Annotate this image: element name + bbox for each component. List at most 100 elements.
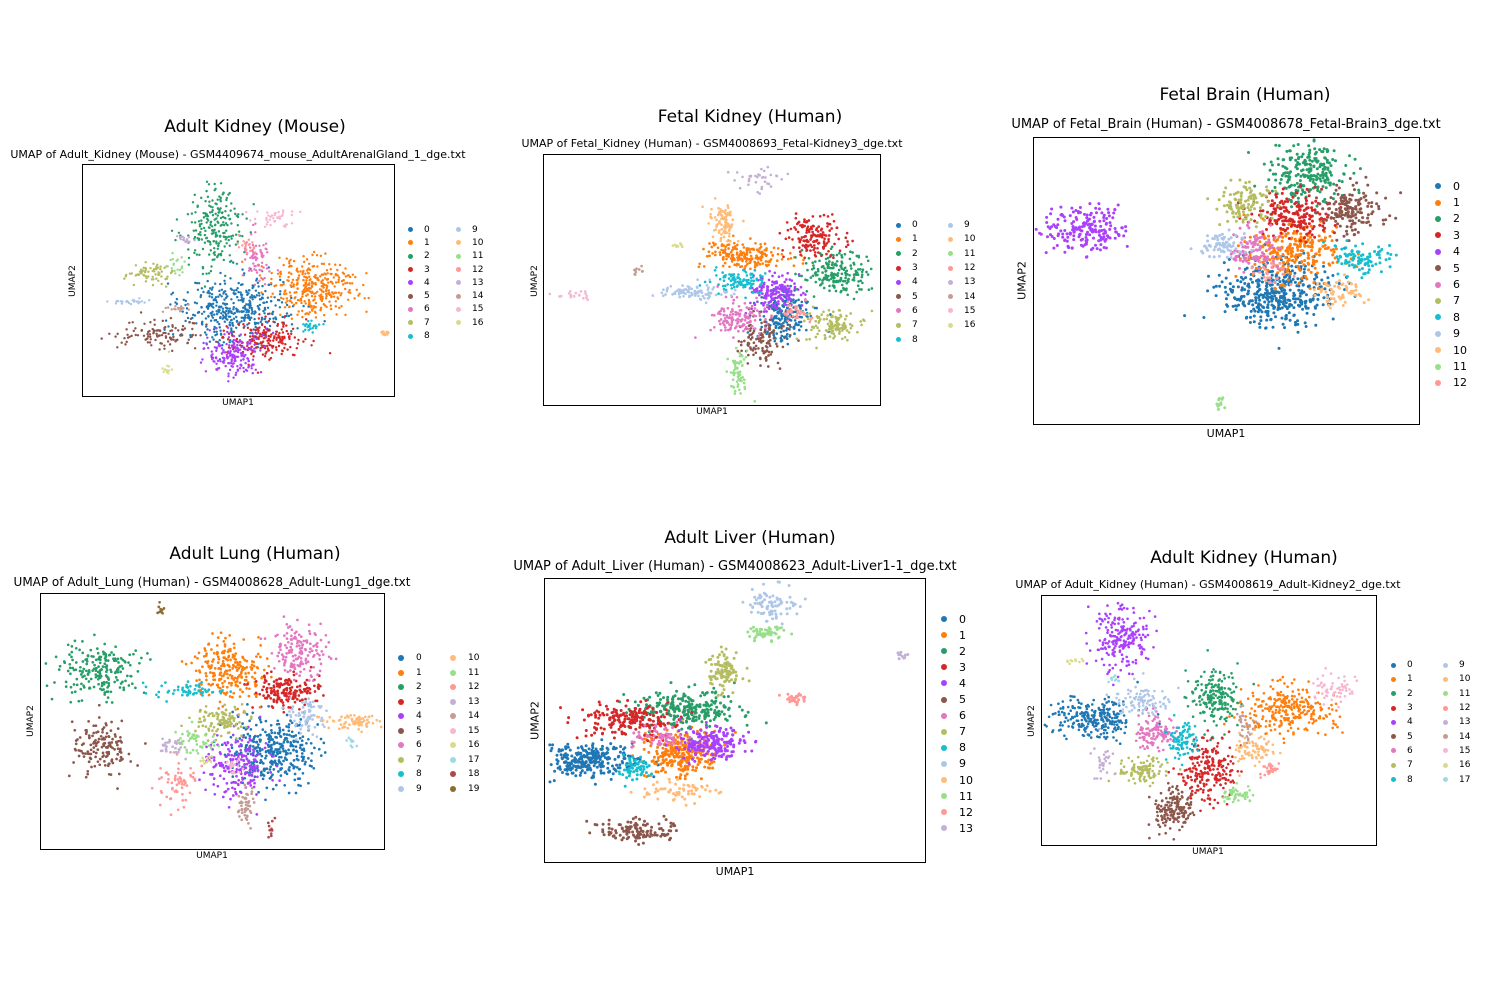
scatter-point xyxy=(766,365,770,368)
scatter-point xyxy=(735,171,739,174)
scatter-point xyxy=(1321,264,1326,268)
scatter-point xyxy=(224,238,228,241)
scatter-point xyxy=(768,318,772,322)
scatter-point xyxy=(324,288,328,292)
scatter-point xyxy=(1070,246,1074,250)
scatter-point xyxy=(1266,297,1270,301)
scatter-point xyxy=(840,272,844,276)
scatter-point xyxy=(174,304,177,308)
scatter-point xyxy=(840,267,844,270)
scatter-point xyxy=(737,256,741,260)
scatter-point xyxy=(662,288,665,292)
scatter-point xyxy=(285,329,289,333)
scatter-point xyxy=(830,263,834,267)
scatter-point xyxy=(710,207,713,211)
scatter-point xyxy=(269,335,272,339)
scatter-point xyxy=(305,287,309,291)
scatter-point xyxy=(320,280,323,283)
scatter-point xyxy=(789,256,793,260)
scatter-point xyxy=(194,229,198,232)
scatter-point xyxy=(261,296,265,300)
scatter-point xyxy=(228,338,232,342)
scatter-point xyxy=(265,223,269,226)
scatter-point xyxy=(733,392,737,395)
scatter-point xyxy=(242,366,245,370)
legend-item-13: 13 xyxy=(456,276,483,289)
scatter-point xyxy=(265,248,268,251)
scatter-point xyxy=(215,312,219,316)
scatter-point xyxy=(744,260,748,263)
scatter-point xyxy=(801,291,805,295)
scatter-point xyxy=(847,277,850,281)
scatter-point xyxy=(1261,260,1265,264)
scatter-point xyxy=(176,329,180,332)
scatter-point xyxy=(171,291,175,295)
scatter-point xyxy=(757,347,760,350)
legend-marker xyxy=(896,251,901,257)
scatter-point xyxy=(1256,303,1261,307)
scatter-point xyxy=(223,274,227,278)
scatter-point xyxy=(279,313,282,317)
scatter-point xyxy=(277,334,280,337)
scatter-point xyxy=(823,333,827,337)
scatter-point xyxy=(1298,208,1302,212)
scatter-point xyxy=(1325,160,1330,164)
scatter-point xyxy=(212,231,215,235)
scatter-point xyxy=(851,251,854,254)
scatter-point xyxy=(217,242,221,245)
scatter-point xyxy=(751,282,755,286)
scatter-point xyxy=(729,250,733,254)
scatter-point xyxy=(678,242,682,245)
scatter-point xyxy=(816,267,820,271)
scatter-point xyxy=(288,291,292,294)
scatter-point xyxy=(783,336,786,340)
scatter-point xyxy=(756,257,760,261)
scatter-point xyxy=(1276,282,1280,286)
scatter-point xyxy=(788,251,792,255)
scatter-point xyxy=(207,226,211,229)
scatter-point xyxy=(246,293,249,297)
scatter-point xyxy=(774,292,777,296)
scatter-point xyxy=(333,291,337,294)
cluster-11-points xyxy=(164,251,186,277)
scatter-point xyxy=(1282,299,1286,303)
scatter-point xyxy=(742,255,746,258)
scatter-point xyxy=(819,232,822,236)
scatter-point xyxy=(148,341,152,344)
scatter-point xyxy=(834,315,837,319)
scatter-point xyxy=(1315,271,1320,275)
scatter-point xyxy=(220,347,224,350)
scatter-point xyxy=(684,287,688,291)
scatter-point xyxy=(765,310,768,313)
scatter-point xyxy=(164,265,167,269)
scatter-point xyxy=(245,251,249,255)
scatter-point xyxy=(1273,249,1277,253)
scatter-point xyxy=(325,278,329,281)
scatter-point xyxy=(705,254,709,258)
scatter-point xyxy=(861,281,864,285)
cluster-12-points xyxy=(236,233,257,255)
scatter-point xyxy=(231,321,234,325)
scatter-point xyxy=(845,231,849,235)
scatter-point xyxy=(776,252,780,256)
scatter-point xyxy=(1301,220,1306,225)
scatter-point xyxy=(1295,246,1300,250)
scatter-point xyxy=(193,301,197,304)
scatter-point xyxy=(232,317,236,320)
scatter-point xyxy=(1241,277,1245,281)
scatter-point xyxy=(262,309,265,313)
scatter-point xyxy=(193,239,196,242)
scatter-point xyxy=(308,282,311,285)
scatter-point xyxy=(1265,293,1269,297)
scatter-point xyxy=(720,293,723,296)
scatter-point xyxy=(258,303,262,307)
scatter-point xyxy=(1301,152,1305,156)
scatter-point xyxy=(1293,323,1298,327)
scatter-point xyxy=(150,344,153,347)
scatter-point xyxy=(772,333,776,337)
scatter-point xyxy=(301,292,305,295)
scatter-point xyxy=(1301,249,1305,253)
scatter-point xyxy=(1278,181,1282,185)
scatter-point xyxy=(799,224,802,227)
scatter-point xyxy=(217,230,221,233)
